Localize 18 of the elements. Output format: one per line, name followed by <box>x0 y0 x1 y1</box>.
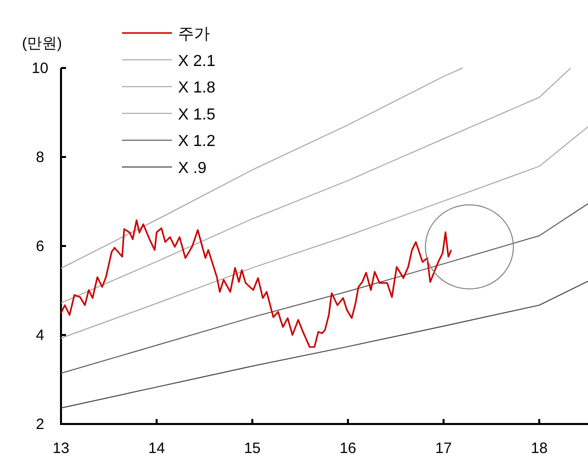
y-axis-title: (만원) <box>22 35 62 52</box>
legend-label: X 2.1 <box>178 52 216 70</box>
legend-label: X 1.5 <box>178 106 216 124</box>
legend-label: 주가 <box>178 26 210 43</box>
legend-label: X 1.2 <box>178 133 216 150</box>
y-tick-label: 10 <box>32 60 48 77</box>
x-tick-label: 13 <box>52 440 70 457</box>
x-tick-label: 14 <box>148 440 165 457</box>
x-tick-label: 17 <box>435 440 452 457</box>
x-tick-label: 18 <box>530 440 548 457</box>
y-tick-label: 8 <box>36 149 44 166</box>
y-tick-label: 6 <box>36 238 44 255</box>
y-tick-label: 4 <box>36 327 44 344</box>
x-tick-label: 15 <box>244 440 261 457</box>
legend-label: X .9 <box>178 160 207 177</box>
y-tick-label: 2 <box>36 416 44 433</box>
legend-label: X 1.8 <box>178 80 216 97</box>
x-tick-label: 16 <box>340 440 356 457</box>
